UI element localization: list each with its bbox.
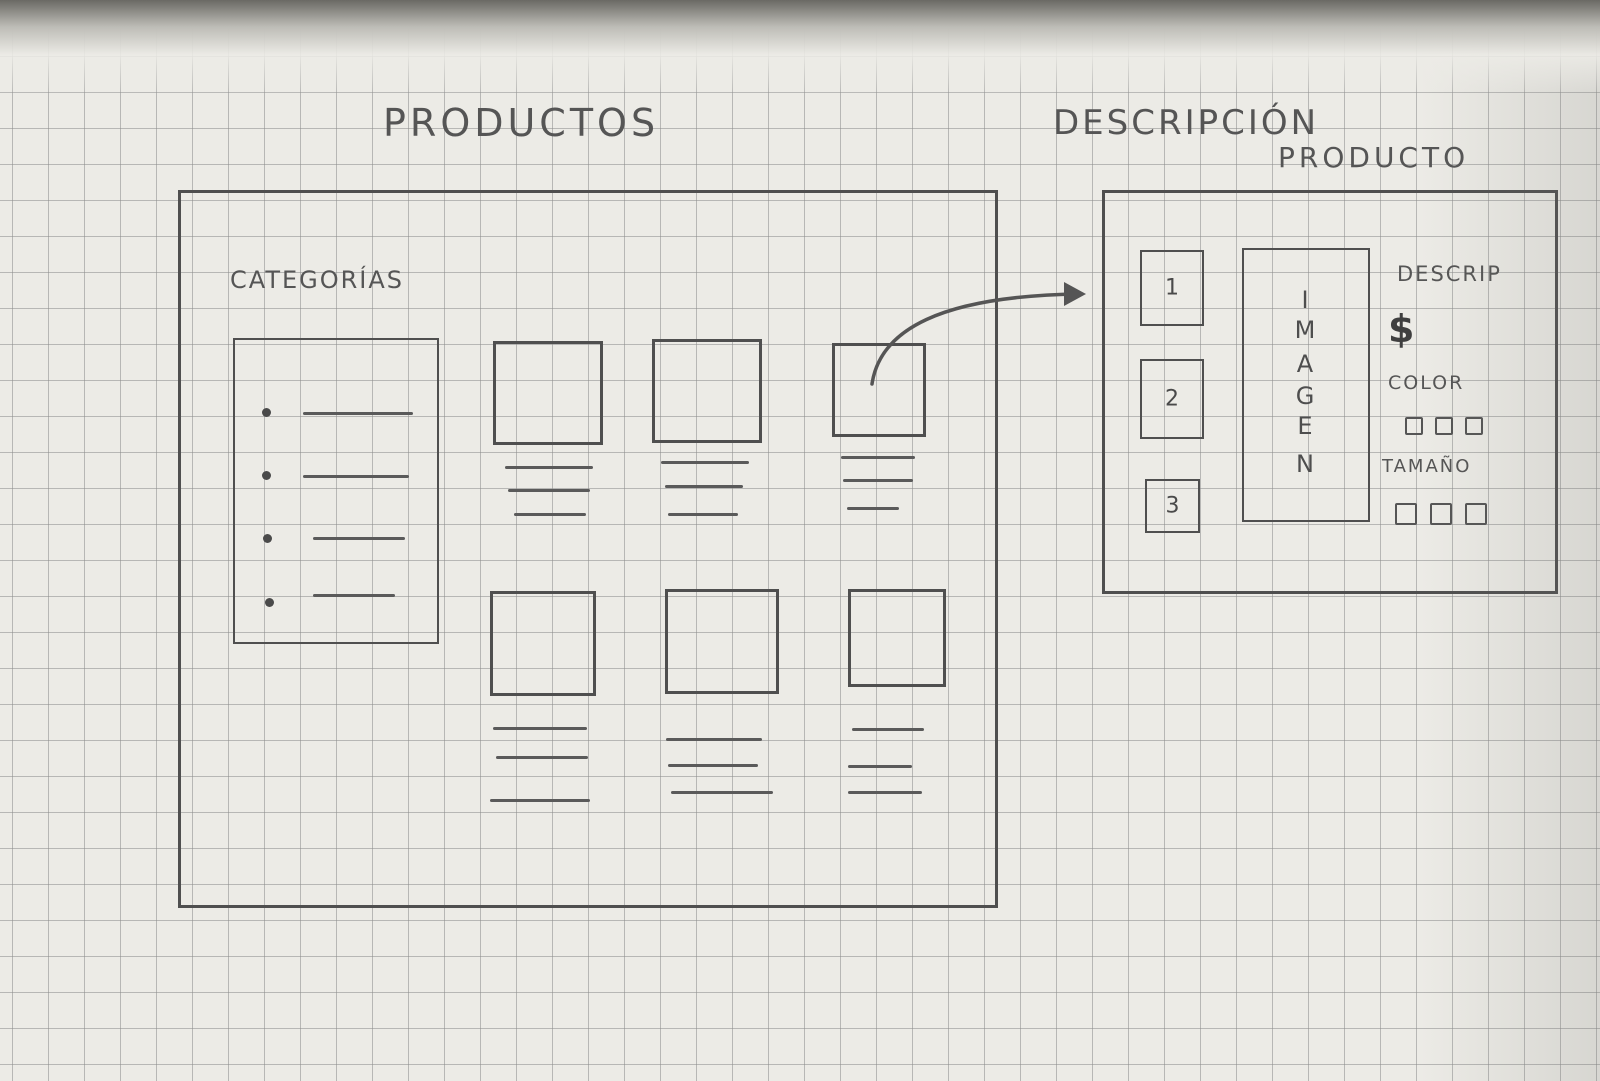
- product-card-text-line: [661, 461, 749, 464]
- image-label-letter: G: [1295, 382, 1315, 410]
- size-label: TAMAÑO: [1382, 456, 1472, 477]
- description-page-title: DESCRIPCIÓN: [1053, 103, 1320, 143]
- product-card-text-line: [668, 513, 738, 516]
- category-bullet: [262, 408, 271, 417]
- product-card-image[interactable]: [652, 339, 762, 443]
- product-card-text-line: [514, 513, 586, 516]
- category-item-line: [303, 475, 409, 478]
- price-symbol: $: [1388, 307, 1417, 351]
- product-card-image[interactable]: [490, 591, 596, 696]
- product-card-text-line: [843, 479, 913, 482]
- product-card-text-line: [847, 507, 899, 510]
- thumbnail-label: 3: [1165, 493, 1180, 519]
- product-card-text-line: [671, 791, 773, 794]
- arrowhead-icon: [1064, 282, 1086, 306]
- category-item-line: [313, 537, 405, 540]
- category-item-line: [313, 594, 395, 597]
- products-page-title: PRODUCTOS: [383, 101, 660, 145]
- thumbnail-1[interactable]: 1: [1140, 250, 1204, 326]
- color-label: COLOR: [1388, 372, 1465, 394]
- product-card-text-line: [852, 728, 924, 731]
- category-item-line: [303, 412, 413, 415]
- description-label: DESCRIP: [1397, 262, 1502, 286]
- product-card-text-line: [665, 485, 743, 488]
- color-option[interactable]: [1465, 417, 1483, 435]
- product-card-image[interactable]: [665, 589, 779, 694]
- product-card-image[interactable]: [832, 343, 926, 437]
- categories-sidebar: [233, 338, 439, 644]
- image-label-letter: E: [1297, 412, 1313, 440]
- category-bullet: [262, 471, 271, 480]
- image-label-letter: N: [1296, 450, 1314, 478]
- image-label-letter: I: [1301, 286, 1309, 314]
- product-card-text-line: [505, 466, 593, 469]
- categories-heading: CATEGORÍAS: [230, 266, 405, 294]
- category-bullet: [265, 598, 274, 607]
- thumbnail-label: 2: [1165, 386, 1179, 412]
- main-product-image: I M A G E N: [1242, 248, 1370, 522]
- size-option[interactable]: [1395, 503, 1417, 525]
- category-bullet: [263, 534, 272, 543]
- color-option[interactable]: [1435, 417, 1453, 435]
- product-card-text-line: [490, 799, 590, 802]
- image-label-letter: A: [1296, 350, 1314, 378]
- product-card-text-line: [841, 456, 915, 459]
- product-card-text-line: [493, 727, 587, 730]
- product-card-text-line: [848, 765, 912, 768]
- thumbnail-2[interactable]: 2: [1140, 359, 1204, 439]
- product-card-text-line: [848, 791, 922, 794]
- product-card-image[interactable]: [848, 589, 946, 687]
- products-page-frame: [178, 190, 998, 908]
- color-option[interactable]: [1405, 417, 1423, 435]
- size-option[interactable]: [1430, 503, 1452, 525]
- top-shadow: [0, 0, 1600, 95]
- description-page-subtitle: PRODUCTO: [1278, 141, 1470, 174]
- thumbnail-3[interactable]: 3: [1145, 479, 1200, 533]
- image-label-letter: M: [1294, 316, 1316, 344]
- thumbnail-label: 1: [1165, 275, 1179, 301]
- product-description-frame: [1102, 190, 1558, 594]
- product-card-text-line: [496, 756, 588, 759]
- product-card-text-line: [508, 489, 590, 492]
- product-card-text-line: [666, 738, 762, 741]
- size-option[interactable]: [1465, 503, 1487, 525]
- product-card-image[interactable]: [493, 341, 603, 445]
- product-card-text-line: [668, 764, 758, 767]
